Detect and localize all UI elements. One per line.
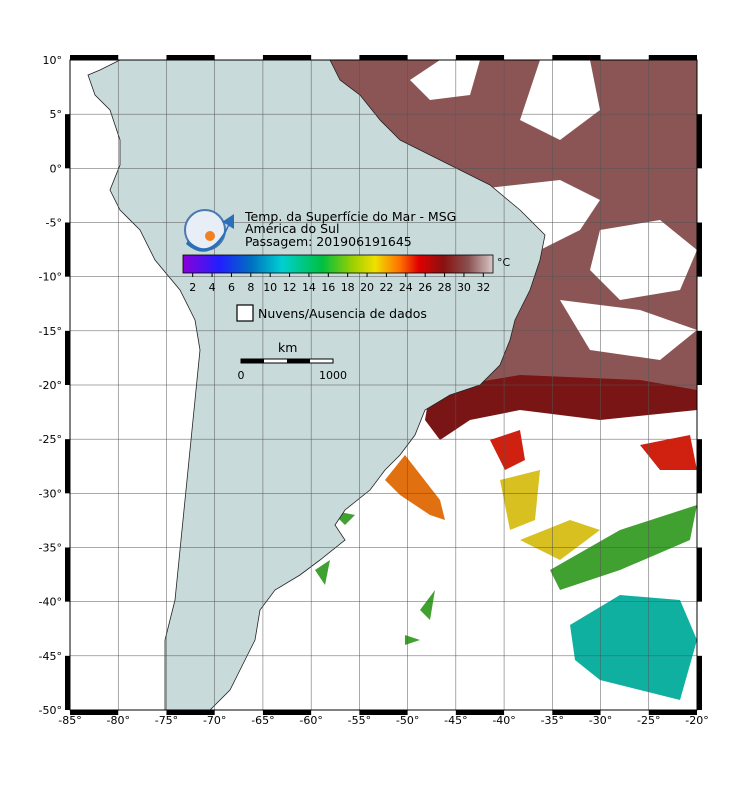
lon-label: -65° — [251, 714, 274, 727]
colorbar-tick-label: 30 — [457, 281, 471, 294]
frame-seg — [359, 710, 408, 715]
frame-seg — [166, 710, 215, 715]
lon-label: -40° — [492, 714, 515, 727]
frame-seg — [697, 114, 702, 169]
lat-label: -25° — [39, 433, 62, 446]
lat-label: 10° — [43, 54, 63, 67]
frame-seg — [455, 710, 505, 715]
logo-sun — [205, 231, 215, 241]
lat-label: -30° — [39, 487, 62, 500]
scale-start: 0 — [238, 369, 245, 382]
lon-label: -60° — [299, 714, 322, 727]
colorbar-tick-label: 16 — [321, 281, 335, 294]
frame-seg — [359, 55, 408, 60]
sst-green — [315, 505, 697, 645]
frame: -85° -80° -75° -70° -65° -60° -55° -50° -45° -40°… — [39, 54, 709, 727]
frame-seg — [65, 655, 70, 710]
colorbar-tick-label: 4 — [209, 281, 216, 294]
lon-label: -35° — [541, 714, 564, 727]
frame-seg — [262, 55, 312, 60]
logo-arrow — [186, 214, 234, 252]
lat-label: 5° — [50, 108, 63, 121]
frame-seg — [166, 55, 215, 60]
frame-seg — [70, 710, 119, 715]
scale-bar — [240, 358, 334, 364]
lat-label: -20° — [39, 379, 62, 392]
colorbar-tick-label: 2 — [189, 281, 196, 294]
sst-cyan — [570, 595, 697, 700]
colorbar-tick-label: 24 — [399, 281, 413, 294]
colorbar-tick-label: 32 — [476, 281, 490, 294]
lat-label: -40° — [39, 596, 62, 609]
frame-seg — [697, 547, 702, 602]
lon-label: -50° — [396, 714, 419, 727]
sst-clouds — [410, 60, 697, 360]
sst-yellow — [500, 470, 600, 560]
map-content — [70, 60, 697, 710]
frame-seg — [648, 710, 697, 715]
frame-seg — [648, 55, 697, 60]
colorbar-tick-label: 12 — [283, 281, 297, 294]
lat-label: -50° — [39, 704, 62, 717]
scale-bar-seg — [241, 359, 264, 363]
lon-label: -75° — [155, 714, 178, 727]
frame-seg — [65, 439, 70, 494]
lat-label: -35° — [39, 542, 62, 555]
frame-seg — [697, 222, 702, 277]
frame-seg — [65, 547, 70, 602]
lon-label: -85° — [58, 714, 81, 727]
lat-label: -15° — [39, 325, 62, 338]
grid — [70, 60, 697, 710]
lat-label: -10° — [39, 271, 62, 284]
frame-seg — [262, 710, 312, 715]
frame-seg — [552, 55, 601, 60]
no-data-swatch — [236, 304, 254, 322]
frame-seg — [552, 710, 601, 715]
colorbar-tick-label: 10 — [263, 281, 277, 294]
colorbar-tick-label: 28 — [438, 281, 452, 294]
scale-unit: km — [278, 340, 297, 355]
colorbar-unit: °C — [497, 256, 511, 269]
lon-label: -70° — [203, 714, 226, 727]
colorbar-tick-label: 18 — [341, 281, 355, 294]
colorbar-tick-label: 14 — [302, 281, 316, 294]
scale-bar-seg — [287, 359, 310, 363]
colorbar-tick-label: 22 — [379, 281, 393, 294]
lat-label: -45° — [39, 650, 62, 663]
frame-seg — [65, 114, 70, 169]
no-data-label: Nuvens/Ausencia de dados — [258, 306, 427, 321]
frame-seg — [455, 55, 505, 60]
lon-label: -25° — [637, 714, 660, 727]
frame-seg — [70, 55, 119, 60]
lon-label: -20° — [685, 714, 708, 727]
sst-warm — [490, 430, 697, 470]
colorbar — [182, 254, 494, 274]
colorbar-ticks: 2 4 6 8 10 12 14 16 18 20 22 24 26 28 30 32 — [189, 273, 490, 294]
region: América do Sul — [245, 221, 339, 236]
colorbar-tick-label: 8 — [247, 281, 254, 294]
lon-label: -30° — [589, 714, 612, 727]
frame-seg — [697, 439, 702, 494]
sst-coastal — [425, 375, 697, 440]
lat-label: -5° — [46, 217, 62, 230]
colorbar-tick-label: 20 — [360, 281, 374, 294]
colorbar-tick-label: 6 — [228, 281, 235, 294]
lon-label: -80° — [106, 714, 129, 727]
title: Temp. da Superfície do Mar - MSG — [244, 209, 456, 224]
lon-label: -45° — [444, 714, 467, 727]
frame-seg — [697, 330, 702, 385]
pass: Passagem: 201906191645 — [245, 234, 412, 249]
logo — [184, 209, 234, 252]
frame-seg — [65, 222, 70, 277]
scale-end: 1000 — [319, 369, 347, 382]
frame-seg — [697, 655, 702, 710]
sst-orange — [385, 455, 445, 520]
lon-label: -55° — [348, 714, 371, 727]
colorbar-tick-label: 26 — [418, 281, 432, 294]
frame-seg — [65, 330, 70, 385]
lat-label: 0° — [50, 162, 63, 175]
